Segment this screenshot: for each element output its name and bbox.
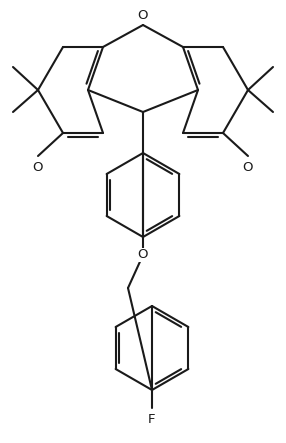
Text: O: O (243, 161, 253, 174)
Text: O: O (138, 249, 148, 261)
Text: O: O (138, 9, 148, 22)
Text: F: F (148, 413, 156, 426)
Text: O: O (33, 161, 43, 174)
